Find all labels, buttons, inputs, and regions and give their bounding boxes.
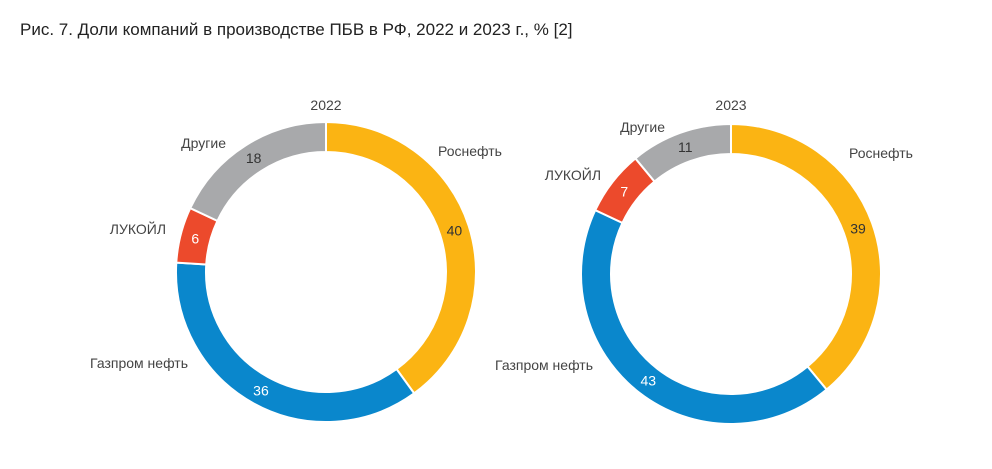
category-label-2023-2: ЛУКОЙЛ bbox=[545, 166, 601, 183]
chart-title-2023: 2023 bbox=[715, 97, 746, 113]
slice-2023-1 bbox=[580, 208, 829, 425]
category-label-2022-2: ЛУКОЙЛ bbox=[110, 220, 166, 237]
value-label-2023-3: 11 bbox=[678, 139, 693, 155]
category-label-2023-0: Роснефть bbox=[849, 145, 913, 161]
slice-2023-0 bbox=[730, 122, 882, 391]
value-label-2022-1: 36 bbox=[253, 382, 269, 398]
category-label-2023-3: Другие bbox=[620, 119, 665, 135]
page-title: Рис. 7. Доли компаний в производстве ПБВ… bbox=[20, 20, 573, 39]
donut-chart-2023: 39 Роснефть 43 Газпром нефть 7 ЛУКОЙЛ 11 Другие… bbox=[495, 97, 913, 425]
value-label-2022-2: 6 bbox=[191, 230, 199, 246]
value-label-2023-0: 39 bbox=[850, 220, 866, 236]
category-label-2022-1: Газпром нефть bbox=[90, 355, 188, 371]
chart-title-2022: 2022 bbox=[310, 97, 341, 113]
slice-2023-3 bbox=[633, 122, 732, 183]
category-label-2023-1: Газпром нефть bbox=[495, 357, 593, 373]
slice-2022-3 bbox=[188, 120, 327, 223]
value-label-2023-2: 7 bbox=[620, 183, 628, 199]
value-label-2022-0: 40 bbox=[447, 222, 463, 238]
category-label-2022-3: Другие bbox=[181, 135, 226, 151]
slice-2022-1 bbox=[175, 261, 416, 423]
slice-2022-0 bbox=[325, 120, 477, 395]
donut-chart-2022: 40 Роснефть 36 Газпром нефть 6 ЛУКОЙЛ 18 Другие… bbox=[90, 97, 502, 423]
value-label-2022-3: 18 bbox=[246, 150, 262, 166]
category-label-2022-0: Роснефть bbox=[438, 143, 502, 159]
value-label-2023-1: 43 bbox=[640, 373, 656, 389]
